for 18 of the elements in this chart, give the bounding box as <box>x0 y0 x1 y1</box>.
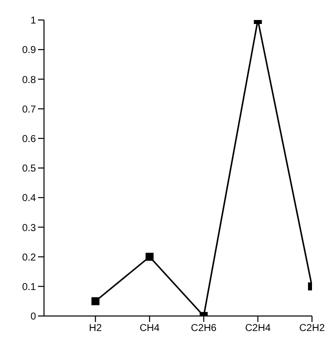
y-tick-label: 0.3 <box>22 222 36 234</box>
x-tick-label: C2H4 <box>245 323 272 334</box>
y-tick-label: 0.1 <box>22 282 36 293</box>
y-tick-label: 0.9 <box>22 45 36 56</box>
y-tick-label: 0.4 <box>22 193 36 204</box>
x-tick-label: CH4 <box>140 323 160 334</box>
point <box>146 252 154 261</box>
y-tick-label: 0 <box>30 312 36 323</box>
x-tick-label: C2H2 <box>299 323 326 334</box>
y-tick-label: 0.2 <box>22 252 36 264</box>
y-tick-label: 0.5 <box>22 164 36 175</box>
y-tick-label: 1 <box>30 16 36 27</box>
x-tick-label: H2 <box>89 323 102 334</box>
y-tick-label: 0.7 <box>22 104 36 116</box>
x-tick-label: C2H6 <box>190 323 217 334</box>
point <box>91 297 100 306</box>
y-tick-label: 0.8 <box>22 74 36 86</box>
y-tick-label: 0.6 <box>22 134 36 145</box>
